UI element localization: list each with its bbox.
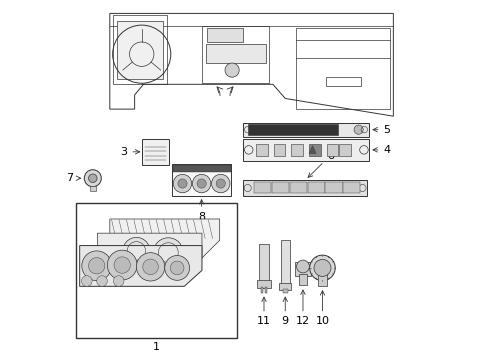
Bar — [279, 283, 291, 290]
Text: 9: 9 — [281, 297, 288, 327]
Bar — [289, 183, 306, 193]
Text: 7: 7 — [66, 173, 81, 183]
Bar — [271, 183, 288, 193]
Circle shape — [122, 238, 149, 264]
Bar — [325, 183, 342, 193]
Circle shape — [88, 258, 104, 274]
Bar — [308, 144, 320, 156]
Circle shape — [173, 174, 191, 193]
Bar — [261, 287, 263, 293]
Circle shape — [114, 257, 130, 273]
Circle shape — [309, 255, 335, 281]
Bar — [247, 124, 338, 135]
FancyBboxPatch shape — [142, 139, 169, 165]
Circle shape — [296, 260, 309, 273]
Text: 8: 8 — [198, 200, 205, 222]
Bar — [205, 44, 265, 63]
Bar — [295, 28, 389, 109]
Bar — [282, 289, 287, 293]
Circle shape — [84, 170, 101, 187]
Bar — [243, 123, 368, 137]
Circle shape — [192, 174, 210, 193]
Circle shape — [81, 276, 92, 286]
Bar — [259, 244, 268, 283]
Circle shape — [211, 174, 229, 193]
Bar — [299, 274, 306, 284]
Bar — [207, 28, 242, 42]
Text: 1: 1 — [153, 342, 160, 352]
Circle shape — [178, 179, 187, 188]
Bar — [295, 262, 310, 276]
Text: 3: 3 — [120, 147, 140, 157]
Circle shape — [181, 249, 191, 260]
Text: 4: 4 — [372, 145, 390, 155]
Bar — [264, 287, 266, 293]
Bar — [318, 273, 326, 286]
Bar — [343, 183, 360, 193]
Polygon shape — [97, 233, 202, 274]
Circle shape — [224, 63, 239, 77]
Bar — [325, 77, 361, 86]
Circle shape — [164, 256, 189, 280]
Circle shape — [170, 261, 183, 275]
Circle shape — [197, 179, 206, 188]
Bar — [307, 183, 324, 193]
Bar — [291, 144, 303, 156]
Bar — [339, 144, 350, 156]
Bar — [273, 144, 285, 156]
Circle shape — [216, 179, 225, 188]
Circle shape — [153, 238, 183, 267]
Bar — [90, 186, 96, 191]
Text: 11: 11 — [257, 297, 270, 327]
Bar — [202, 26, 269, 82]
Bar — [257, 280, 270, 288]
Text: 12: 12 — [295, 290, 309, 327]
Polygon shape — [110, 219, 219, 258]
Circle shape — [136, 253, 164, 281]
Bar — [171, 164, 231, 196]
Text: 10: 10 — [315, 291, 329, 327]
Bar — [172, 165, 230, 172]
Text: 5: 5 — [372, 125, 389, 135]
Polygon shape — [80, 246, 202, 286]
Polygon shape — [308, 145, 315, 153]
Circle shape — [313, 260, 330, 276]
Circle shape — [81, 251, 111, 281]
Bar — [76, 203, 237, 338]
Text: 2: 2 — [134, 270, 168, 283]
Circle shape — [142, 259, 158, 275]
Bar — [254, 183, 271, 193]
Circle shape — [353, 125, 363, 134]
Circle shape — [107, 250, 137, 280]
Circle shape — [97, 276, 107, 286]
Bar — [243, 139, 368, 161]
Text: 6: 6 — [307, 150, 333, 177]
Circle shape — [88, 174, 97, 183]
Circle shape — [189, 249, 200, 260]
Bar — [280, 240, 289, 284]
Circle shape — [113, 276, 124, 286]
Bar — [326, 144, 338, 156]
Bar — [243, 180, 367, 196]
Bar — [255, 144, 267, 156]
Bar — [117, 21, 163, 79]
